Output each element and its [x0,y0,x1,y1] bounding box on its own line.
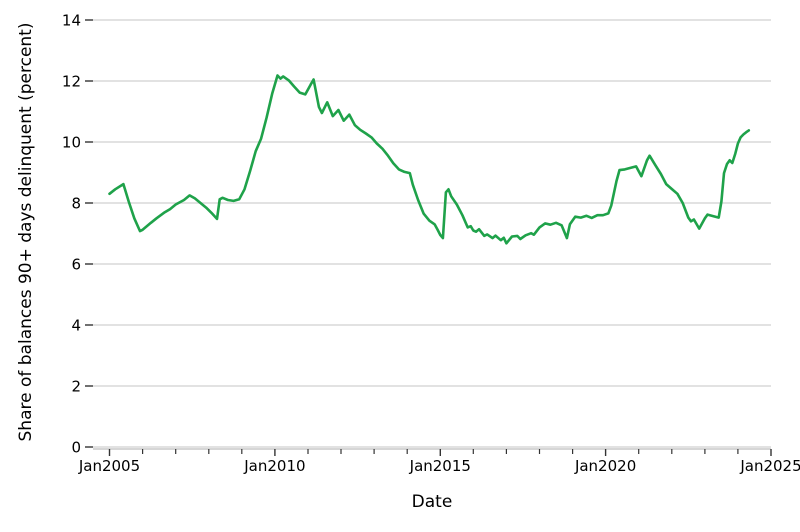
y-tick-label: 8 [71,194,81,212]
series-layer [108,74,751,245]
y-tick-label: 12 [62,72,81,90]
x-tick-label: Jan2020 [574,457,636,475]
y-tick-label: 6 [71,255,81,273]
x-axis-title: Date [412,492,453,512]
x-tick-label: Jan2015 [409,457,471,475]
x-tick-label: Jan2005 [78,457,140,475]
y-tick-label: 4 [71,316,81,334]
grid-layer [93,19,771,448]
axis-layer: 0 2 4 6 8 10 12 14 Jan2005 Jan2010 Jan2015 Jan2020 J… [62,11,800,475]
y-tick-label: 0 [71,438,81,456]
x-tick-label: Jan2010 [243,457,305,475]
delinquency-line [108,74,751,245]
y-axis-title: Share of balances 90+ days delinquent (p… [16,23,36,442]
y-tick-label: 2 [71,377,81,395]
y-tick-label: 10 [62,133,81,151]
x-tick-label: Jan2025 [739,457,800,475]
y-tick-label: 14 [62,11,81,29]
